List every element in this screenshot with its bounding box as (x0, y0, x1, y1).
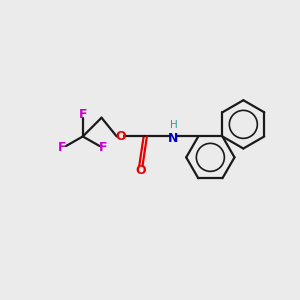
Text: F: F (79, 108, 87, 121)
Text: F: F (58, 141, 66, 154)
Text: O: O (115, 130, 126, 143)
Text: N: N (168, 132, 178, 145)
Text: F: F (99, 141, 108, 154)
Text: O: O (136, 164, 146, 177)
Text: H: H (170, 120, 178, 130)
